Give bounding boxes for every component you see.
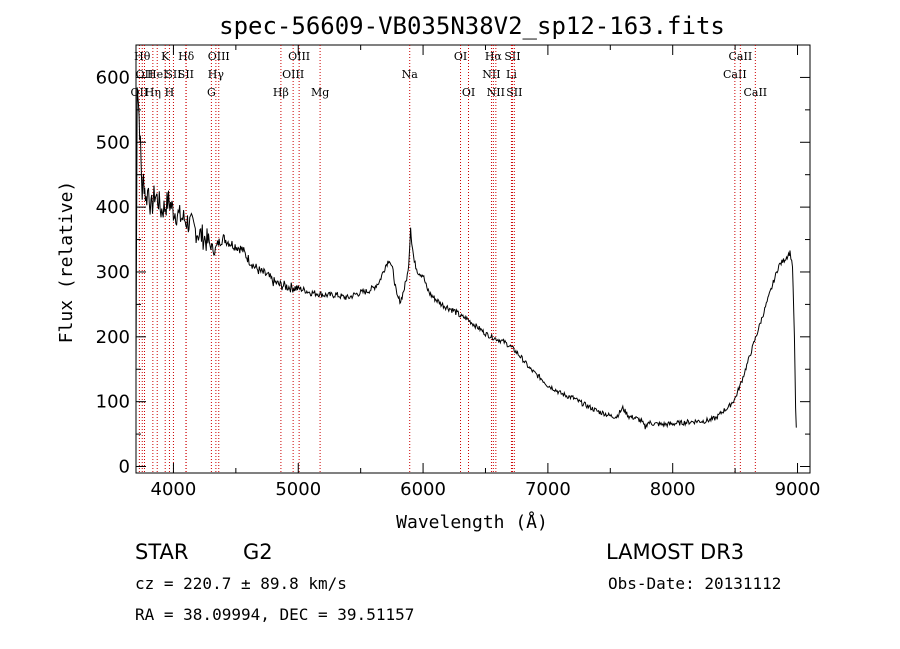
y-tick-label: 200 [96,327,130,348]
spectral-line-label: SII [178,68,194,81]
spectral-line-label: SII [504,50,520,63]
spectral-line-label: H [165,86,175,99]
spectral-line-label: CaII [729,50,753,63]
spectral-line-label: OIII [208,50,230,63]
flux-series-line [135,87,797,430]
spectral-line-label: Hη [145,86,161,99]
y-tick-label: 500 [96,132,130,153]
plot-frame [135,44,811,474]
y-tick-label: 400 [96,197,130,218]
survey-name: LAMOST DR3 [606,540,745,564]
object-class: STAR [135,540,189,564]
y-tick-label: 300 [96,262,130,283]
redshift-value: cz = 220.7 ± 89.8 km/s [135,574,347,593]
spectral-line-label: HeI [147,68,167,81]
spectral-line-label: OI [462,86,475,99]
spectral-line-label: NII [482,68,500,81]
spectral-line-label: Hδ [178,50,195,63]
spectral-line-label: Na [402,68,419,81]
spectral-line-label: G [207,86,216,99]
spectral-line-label: OIII [282,68,304,81]
spectral-line-label: CaII [743,86,767,99]
object-subclass: G2 [243,540,273,564]
spectral-line-label: Hθ [134,50,151,63]
spectral-line-label: OIII [288,50,310,63]
y-tick-label: 0 [119,457,130,478]
chart-title: spec-56609-VB035N38V2_sp12-163.fits [219,12,725,40]
spectral-line-label: SII [506,86,522,99]
spectral-line-label: Li [506,68,517,81]
x-tick-label: 6000 [400,479,446,500]
x-tick-label: 8000 [650,479,696,500]
observation-date: Obs-Date: 20131112 [608,574,782,593]
spectral-line-label: CaII [723,68,747,81]
spectral-line-label: SII [165,68,181,81]
y-tick-label: 100 [96,392,130,413]
spectral-line-label: Hγ [208,68,225,81]
sky-coordinates: RA = 38.09994, DEC = 39.51157 [135,605,415,624]
spectral-line-label: Mg [311,86,329,99]
spectral-line-label: OII [131,86,149,99]
spectral-line-label: OI [454,50,467,63]
axis-ticks: 4000 5000 6000 7000 8000 9000 0 100 200 300 400 500… [96,44,821,500]
spectral-line-label: Hα [485,50,503,63]
y-tick-label: 600 [96,67,130,88]
x-tick-label: 9000 [775,479,821,500]
x-axis-label: Wavelength (Å) [396,511,548,533]
spectral-line-label: Hβ [273,86,289,99]
y-axis-label: Flux (relative) [56,181,77,344]
x-tick-label: 5000 [275,479,321,500]
spectral-line-label: NII [487,86,505,99]
x-tick-label: 7000 [525,479,571,500]
spectral-line-label: K [161,50,170,63]
x-tick-label: 4000 [151,479,197,500]
